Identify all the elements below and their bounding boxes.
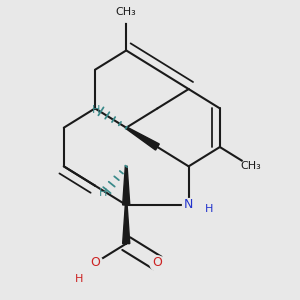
Text: H: H	[92, 105, 101, 115]
Text: CH₃: CH₃	[241, 161, 261, 171]
Text: H: H	[205, 204, 214, 214]
Text: H: H	[74, 274, 83, 284]
Text: N: N	[184, 199, 193, 212]
Text: CH₃: CH₃	[116, 7, 136, 17]
Text: O: O	[90, 256, 100, 269]
Polygon shape	[126, 127, 159, 150]
Polygon shape	[123, 205, 130, 244]
Text: O: O	[152, 256, 162, 269]
Text: H: H	[99, 188, 107, 198]
Polygon shape	[123, 166, 130, 205]
